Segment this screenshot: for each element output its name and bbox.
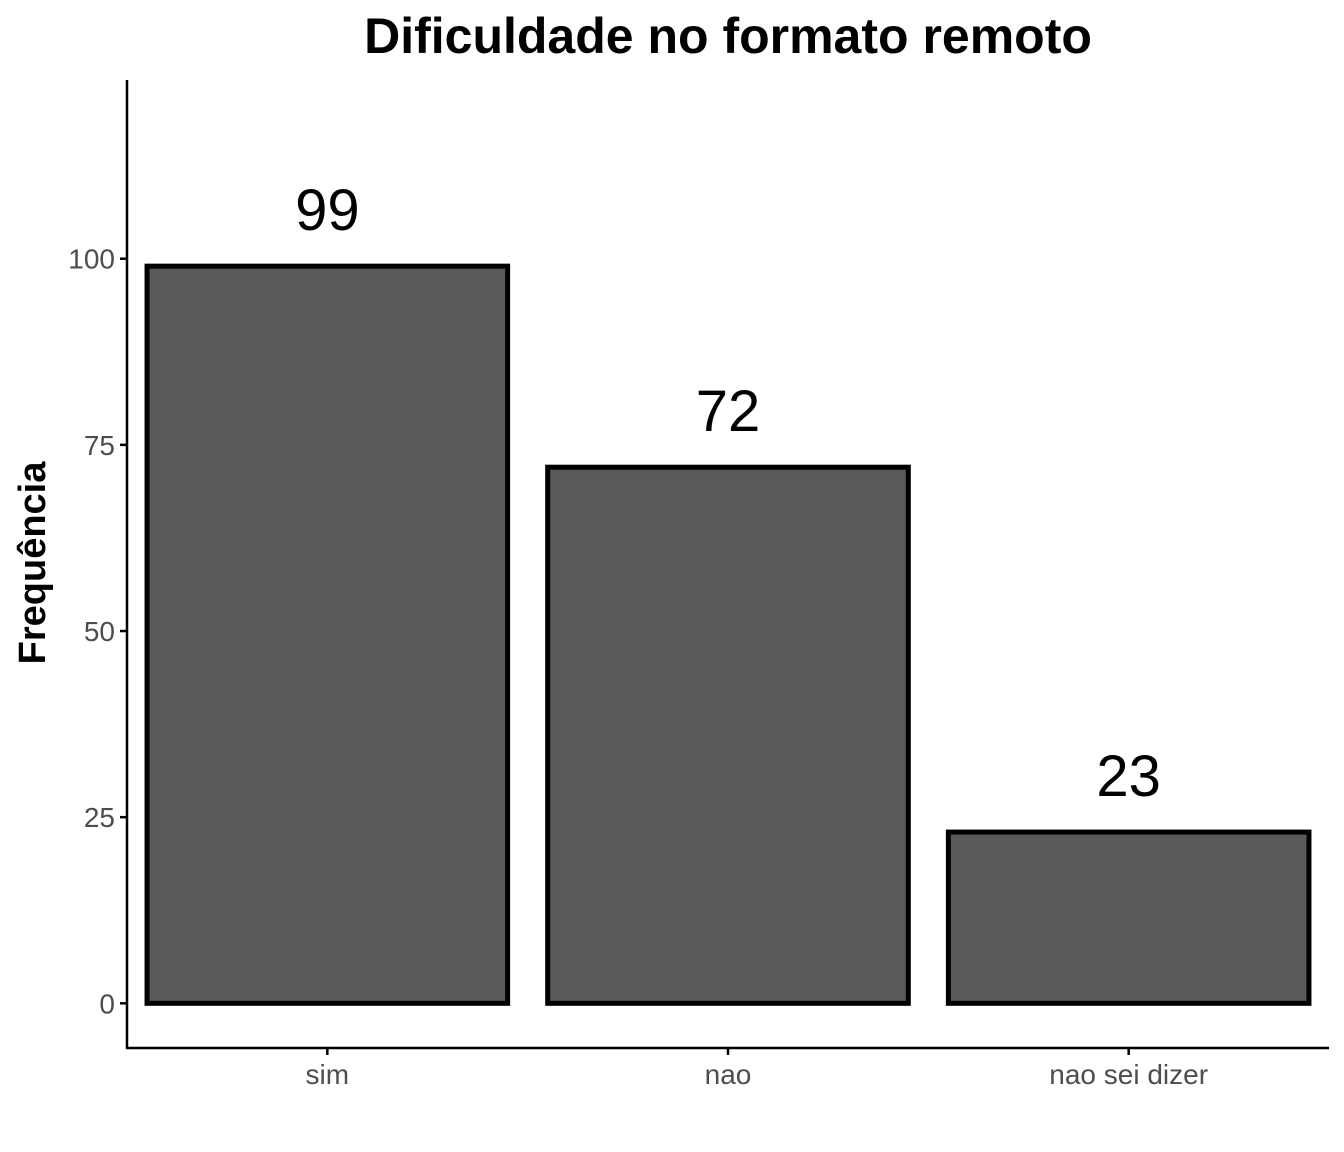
x-tick-label: nao sei dizer	[1049, 1059, 1208, 1090]
y-tick-label: 75	[84, 430, 115, 461]
y-tick-label: 0	[99, 988, 115, 1019]
bar-sim	[144, 263, 511, 1006]
x-axis-ticks: sim nao nao sei dizer	[306, 1048, 1208, 1090]
x-tick-label: sim	[306, 1059, 350, 1090]
y-axis-ticks: 0 25 50 75 100	[68, 244, 127, 1019]
y-tick-label: 50	[84, 616, 115, 647]
bar-nao	[545, 464, 911, 1006]
y-axis-title: Frequência	[12, 461, 54, 665]
data-label: 72	[696, 379, 761, 444]
x-tick-label: nao	[705, 1059, 752, 1090]
data-labels-group: 99 72 23	[295, 178, 1161, 809]
data-label: 99	[295, 178, 360, 243]
data-label: 23	[1096, 744, 1161, 809]
chart-title: Dificuldade no formato remoto	[364, 8, 1092, 64]
bars-group	[144, 263, 1312, 1006]
y-tick-label: 100	[68, 244, 115, 275]
bar-nao-sei-dizer	[945, 829, 1312, 1006]
y-tick-label: 25	[84, 802, 115, 833]
